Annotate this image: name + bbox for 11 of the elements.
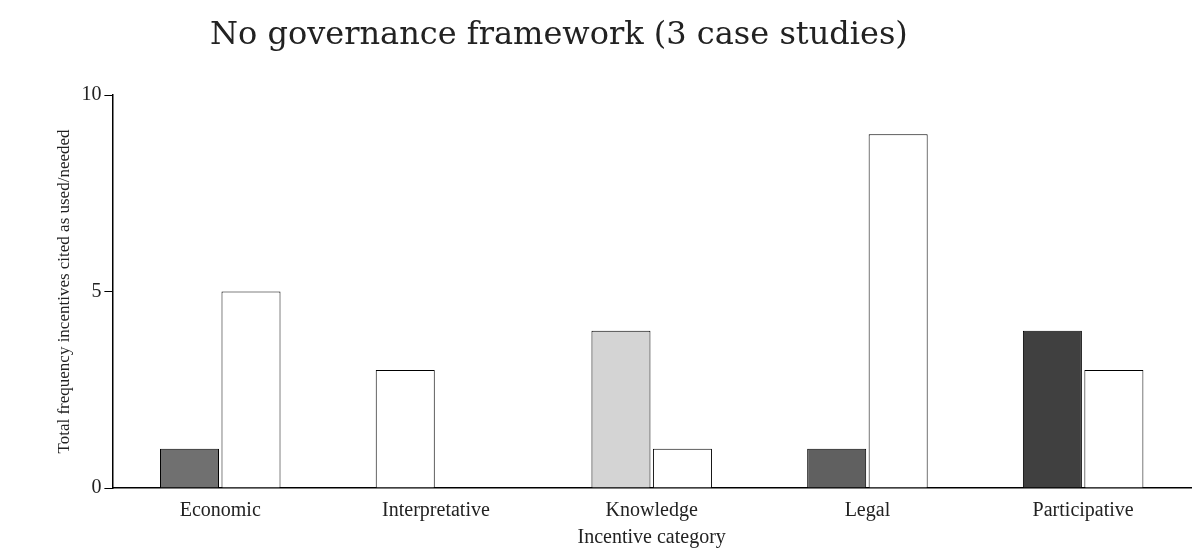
x-tick-label: Participative [1032,498,1134,522]
y-tick-label: 5 [91,278,102,301]
chart-title: No governance framework (3 case studies) [210,14,908,52]
x-tick-label: Legal [844,498,891,522]
y-axis-title: Total frequency incentives cited as used/needed [53,128,73,454]
y-tick-label: 0 [91,475,102,498]
x-tick-label: Knowledge [605,498,698,522]
x-axis-title: Incentive category [577,525,726,549]
y-tick-label: 10 [81,82,102,105]
x-tick-label: Interpretative [382,498,490,522]
x-tick-label: Economic [179,498,261,521]
